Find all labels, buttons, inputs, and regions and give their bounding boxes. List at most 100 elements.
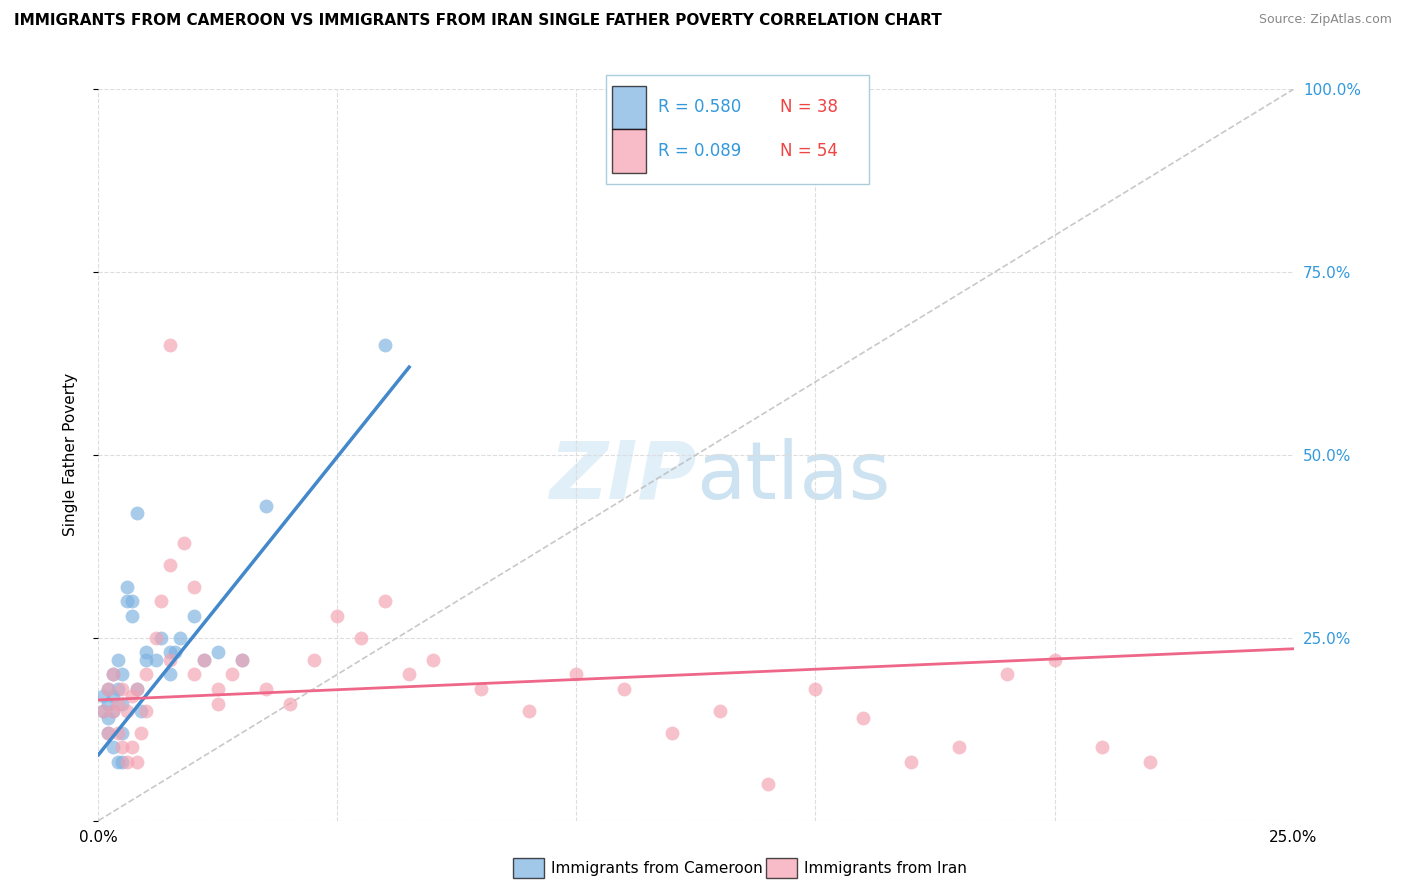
Point bbox=[97, 681, 120, 696]
Point bbox=[107, 653, 129, 667]
Point bbox=[111, 755, 134, 769]
Point bbox=[1043, 653, 1066, 667]
Point bbox=[193, 653, 215, 667]
Point bbox=[254, 681, 277, 696]
Point bbox=[149, 594, 172, 608]
Point bbox=[121, 740, 143, 755]
Point bbox=[91, 690, 114, 704]
Point bbox=[517, 704, 540, 718]
Y-axis label: Single Father Poverty: Single Father Poverty bbox=[63, 374, 77, 536]
Point bbox=[111, 681, 134, 696]
Point bbox=[97, 726, 120, 740]
Text: atlas: atlas bbox=[696, 438, 890, 516]
Text: Immigrants from Iran: Immigrants from Iran bbox=[804, 862, 967, 876]
Point bbox=[115, 704, 138, 718]
Point bbox=[131, 726, 153, 740]
Point bbox=[163, 645, 186, 659]
Point bbox=[97, 681, 120, 696]
Point bbox=[125, 507, 148, 521]
Text: N = 54: N = 54 bbox=[780, 143, 838, 161]
Point bbox=[97, 711, 120, 725]
Point bbox=[159, 653, 181, 667]
Point bbox=[1091, 740, 1114, 755]
Point bbox=[374, 594, 396, 608]
Point bbox=[97, 697, 120, 711]
Text: R = 0.089: R = 0.089 bbox=[658, 143, 741, 161]
Point bbox=[135, 704, 157, 718]
Point bbox=[101, 740, 124, 755]
Point bbox=[115, 580, 138, 594]
Point bbox=[101, 704, 124, 718]
Point bbox=[193, 653, 215, 667]
Point bbox=[121, 594, 143, 608]
Point bbox=[107, 726, 129, 740]
Point bbox=[422, 653, 444, 667]
Point bbox=[756, 777, 779, 791]
Point bbox=[107, 697, 129, 711]
Point bbox=[159, 338, 181, 352]
Point bbox=[613, 681, 636, 696]
Point bbox=[101, 667, 124, 681]
Point bbox=[125, 681, 148, 696]
Point bbox=[115, 594, 138, 608]
Point bbox=[278, 697, 301, 711]
Point bbox=[207, 697, 229, 711]
Point bbox=[254, 499, 277, 513]
Point bbox=[207, 645, 229, 659]
Point bbox=[111, 740, 134, 755]
Point bbox=[149, 631, 172, 645]
Point bbox=[125, 755, 148, 769]
Point bbox=[183, 608, 205, 623]
Point bbox=[207, 681, 229, 696]
Point bbox=[231, 653, 253, 667]
Point bbox=[135, 653, 157, 667]
Text: N = 38: N = 38 bbox=[780, 98, 838, 117]
Point bbox=[159, 667, 181, 681]
Point bbox=[326, 608, 349, 623]
Point bbox=[900, 755, 922, 769]
Point bbox=[91, 704, 114, 718]
Point bbox=[374, 338, 396, 352]
Point bbox=[111, 726, 134, 740]
Point bbox=[97, 726, 120, 740]
Text: ZIP: ZIP bbox=[548, 438, 696, 516]
Point bbox=[661, 726, 683, 740]
Point bbox=[852, 711, 875, 725]
Point bbox=[565, 667, 588, 681]
Point bbox=[398, 667, 420, 681]
Point bbox=[107, 755, 129, 769]
Point bbox=[183, 667, 205, 681]
FancyBboxPatch shape bbox=[606, 75, 869, 185]
Point bbox=[101, 667, 124, 681]
FancyBboxPatch shape bbox=[613, 129, 645, 173]
Point bbox=[131, 704, 153, 718]
Point bbox=[125, 681, 148, 696]
Point bbox=[159, 645, 181, 659]
Point bbox=[145, 631, 167, 645]
Point bbox=[159, 558, 181, 572]
Point bbox=[111, 697, 134, 711]
Point bbox=[804, 681, 827, 696]
Point bbox=[101, 704, 124, 718]
Text: Immigrants from Cameroon: Immigrants from Cameroon bbox=[551, 862, 763, 876]
Text: IMMIGRANTS FROM CAMEROON VS IMMIGRANTS FROM IRAN SINGLE FATHER POVERTY CORRELATI: IMMIGRANTS FROM CAMEROON VS IMMIGRANTS F… bbox=[14, 13, 942, 29]
Point bbox=[169, 631, 191, 645]
Point bbox=[135, 667, 157, 681]
Point bbox=[145, 653, 167, 667]
Text: Source: ZipAtlas.com: Source: ZipAtlas.com bbox=[1258, 13, 1392, 27]
Point bbox=[91, 704, 114, 718]
Point bbox=[111, 667, 134, 681]
Text: R = 0.580: R = 0.580 bbox=[658, 98, 741, 117]
FancyBboxPatch shape bbox=[613, 86, 645, 129]
Point bbox=[121, 690, 143, 704]
Point bbox=[115, 755, 138, 769]
Point bbox=[183, 580, 205, 594]
Point bbox=[173, 535, 195, 549]
Point bbox=[221, 667, 243, 681]
Point bbox=[709, 704, 731, 718]
Point bbox=[107, 681, 129, 696]
Point bbox=[350, 631, 373, 645]
Point bbox=[231, 653, 253, 667]
Point bbox=[135, 645, 157, 659]
Point bbox=[302, 653, 325, 667]
